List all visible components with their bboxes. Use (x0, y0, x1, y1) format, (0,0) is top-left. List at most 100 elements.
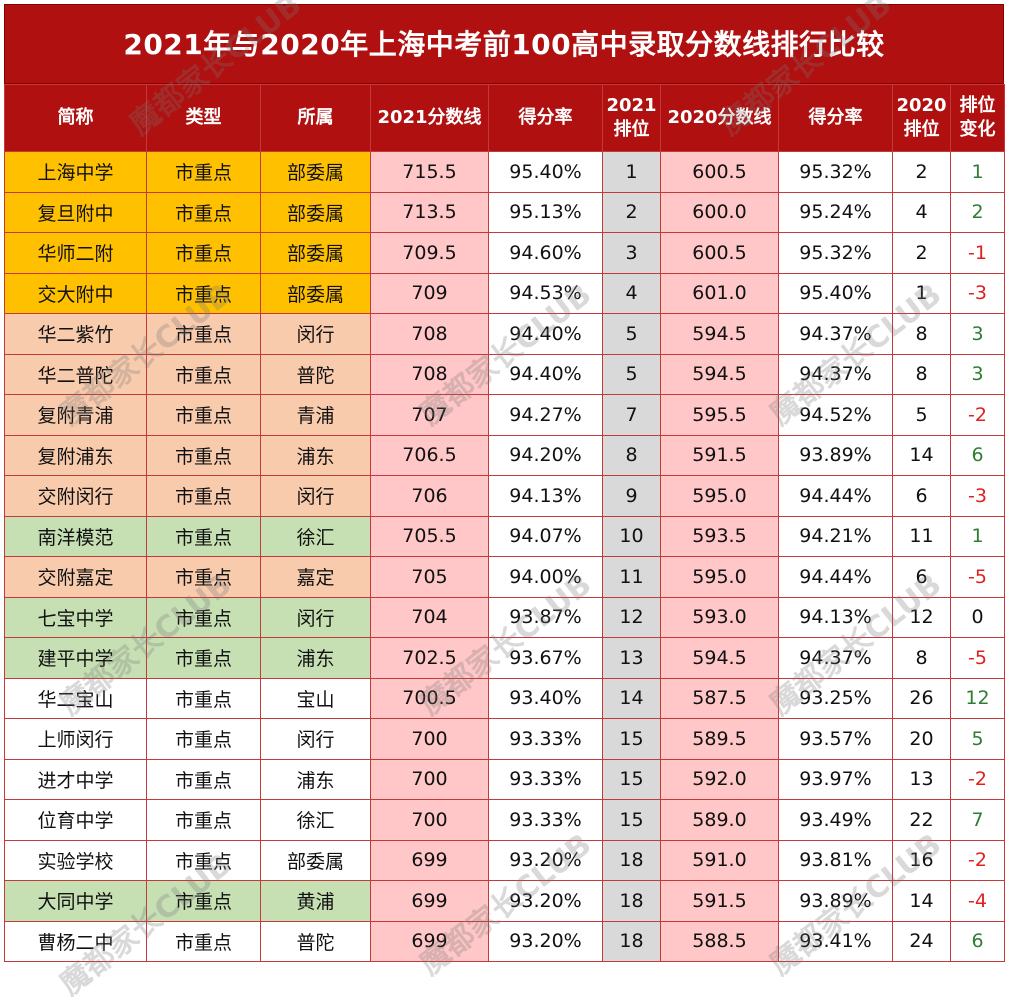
score-2020-cell: 589.0 (660, 799, 779, 841)
rank-2021-cell: 9 (602, 475, 661, 517)
school-name-cell: 上师闵行 (4, 718, 147, 760)
school-name-cell: 位育中学 (4, 799, 147, 841)
district-cell: 部委属 (260, 272, 371, 314)
score-2020-cell: 594.5 (660, 637, 779, 679)
school-name-cell: 建平中学 (4, 637, 147, 679)
rank-2021-cell: 5 (602, 313, 661, 355)
rank-2021-cell: 18 (602, 880, 661, 922)
score-2021-cell: 707 (370, 394, 489, 436)
col-header-rank-change: 排位 变化 (950, 84, 1005, 152)
school-name-cell: 华二普陀 (4, 353, 147, 395)
score-2020-cell: 589.5 (660, 718, 779, 760)
rank-2021-cell: 12 (602, 596, 661, 638)
rank-change-cell: -2 (950, 839, 1005, 881)
rate-2020-cell: 93.81% (778, 839, 893, 881)
table-row: 位育中学 市重点 徐汇 700 93.33% 15 589.0 93.49% 22 7 (4, 799, 1005, 841)
rate-2021-cell: 93.40% (488, 677, 603, 719)
col-header-rate-2020: 得分率 (778, 84, 893, 152)
rank-change-cell: 3 (950, 353, 1005, 395)
score-2021-cell: 705.5 (370, 515, 489, 557)
school-type-cell: 市重点 (146, 839, 261, 881)
score-2021-cell: 715.5 (370, 151, 489, 193)
rate-2020-cell: 93.89% (778, 434, 893, 476)
rank-2020-cell: 11 (892, 515, 951, 557)
table-row: 进才中学 市重点 浦东 700 93.33% 15 592.0 93.97% 13 -2 (4, 758, 1005, 800)
school-name-cell: 复旦附中 (4, 191, 147, 233)
rate-2021-cell: 95.13% (488, 191, 603, 233)
school-type-cell: 市重点 (146, 677, 261, 719)
district-cell: 闵行 (260, 718, 371, 760)
rate-2020-cell: 94.44% (778, 475, 893, 517)
school-name-cell: 南洋模范 (4, 515, 147, 557)
score-2021-cell: 706 (370, 475, 489, 517)
rate-2021-cell: 94.27% (488, 394, 603, 436)
school-name-cell: 复附青浦 (4, 394, 147, 436)
score-2021-cell: 699 (370, 920, 489, 962)
score-2021-cell: 699 (370, 839, 489, 881)
rate-2020-cell: 95.24% (778, 191, 893, 233)
table-row: 上师闵行 市重点 闵行 700 93.33% 15 589.5 93.57% 20 5 (4, 718, 1005, 760)
rank-2020-cell: 4 (892, 191, 951, 233)
rank-2021-cell: 3 (602, 232, 661, 274)
rank-change-cell: 7 (950, 799, 1005, 841)
school-type-cell: 市重点 (146, 475, 261, 517)
rate-2021-cell: 94.20% (488, 434, 603, 476)
rank-2021-cell: 13 (602, 637, 661, 679)
rank-2021-cell: 11 (602, 556, 661, 598)
rank-2020-cell: 8 (892, 353, 951, 395)
school-type-cell: 市重点 (146, 637, 261, 679)
school-type-cell: 市重点 (146, 272, 261, 314)
rate-2020-cell: 94.13% (778, 596, 893, 638)
rate-2021-cell: 94.40% (488, 353, 603, 395)
rank-change-cell: 6 (950, 920, 1005, 962)
school-name-cell: 大同中学 (4, 880, 147, 922)
col-header-type: 类型 (146, 84, 261, 152)
rate-2021-cell: 93.33% (488, 758, 603, 800)
score-2021-cell: 704 (370, 596, 489, 638)
score-2020-cell: 588.5 (660, 920, 779, 962)
school-name-cell: 华二紫竹 (4, 313, 147, 355)
score-2020-cell: 593.5 (660, 515, 779, 557)
school-type-cell: 市重点 (146, 353, 261, 395)
district-cell: 徐汇 (260, 799, 371, 841)
district-cell: 部委属 (260, 232, 371, 274)
rate-2020-cell: 93.57% (778, 718, 893, 760)
school-type-cell: 市重点 (146, 191, 261, 233)
rank-2021-cell: 15 (602, 758, 661, 800)
col-header-district: 所属 (260, 84, 371, 152)
rank-2020-cell: 13 (892, 758, 951, 800)
table-row: 华二普陀 市重点 普陀 708 94.40% 5 594.5 94.37% 8 3 (4, 353, 1005, 395)
rank-2021-cell: 15 (602, 799, 661, 841)
school-name-cell: 进才中学 (4, 758, 147, 800)
rank-2020-cell: 26 (892, 677, 951, 719)
table-row: 实验学校 市重点 部委属 699 93.20% 18 591.0 93.81% 16 -2 (4, 839, 1005, 881)
score-2020-cell: 593.0 (660, 596, 779, 638)
rank-2020-cell: 2 (892, 151, 951, 193)
score-2021-cell: 705 (370, 556, 489, 598)
table-row: 建平中学 市重点 浦东 702.5 93.67% 13 594.5 94.37% 8 -5 (4, 637, 1005, 679)
rate-2021-cell: 94.40% (488, 313, 603, 355)
rate-2021-cell: 94.60% (488, 232, 603, 274)
rank-2020-cell: 1 (892, 272, 951, 314)
district-cell: 青浦 (260, 394, 371, 436)
rate-2020-cell: 95.32% (778, 151, 893, 193)
rank-change-cell: 0 (950, 596, 1005, 638)
district-cell: 闵行 (260, 596, 371, 638)
district-cell: 黄浦 (260, 880, 371, 922)
school-type-cell: 市重点 (146, 313, 261, 355)
rank-2020-cell: 8 (892, 313, 951, 355)
rate-2020-cell: 93.97% (778, 758, 893, 800)
district-cell: 宝山 (260, 677, 371, 719)
rank-change-cell: -1 (950, 232, 1005, 274)
score-2020-cell: 594.5 (660, 353, 779, 395)
score-2020-cell: 594.5 (660, 313, 779, 355)
rate-2020-cell: 95.32% (778, 232, 893, 274)
rate-2020-cell: 93.49% (778, 799, 893, 841)
rate-2021-cell: 93.67% (488, 637, 603, 679)
district-cell: 部委属 (260, 191, 371, 233)
rank-2020-cell: 8 (892, 637, 951, 679)
rank-change-cell: 5 (950, 718, 1005, 760)
district-cell: 闵行 (260, 475, 371, 517)
rate-2021-cell: 93.20% (488, 880, 603, 922)
school-type-cell: 市重点 (146, 232, 261, 274)
